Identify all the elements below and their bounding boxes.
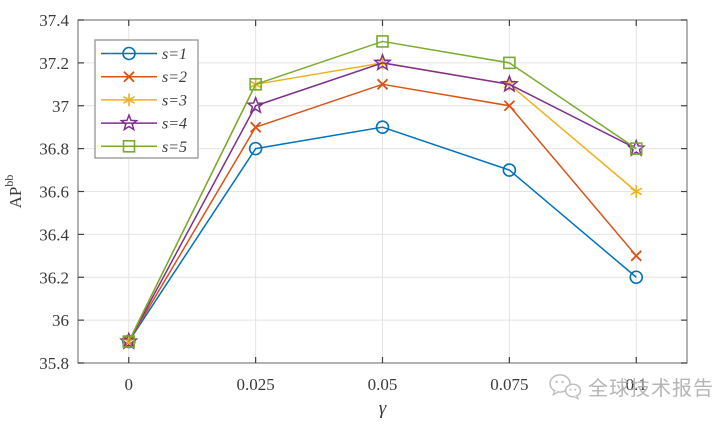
x-tick-label: 0.1 [626,375,647,394]
y-axis-label: APbb [2,175,25,209]
series-marker-square [122,335,136,348]
y-tick-label: 37.4 [39,11,69,30]
y-tick-label: 35.8 [39,354,69,373]
legend-entry-s=2: s=2 [101,69,187,86]
series-marker-circle [248,141,263,156]
series-marker-x [249,121,262,133]
x-tick-label: 0.075 [490,375,528,394]
legend-entry-s=1: s=1 [101,46,187,63]
legend-box [94,39,199,159]
series-line-s=5 [128,40,637,342]
legend-label: s=3 [162,92,187,109]
series-line-s=1 [128,126,637,342]
series-marker-x [376,78,389,90]
y-tick-label: 36.4 [39,225,69,244]
legend-label: s=2 [162,69,187,86]
y-tick-label: 36.8 [39,140,69,159]
series-marker-asterisk [630,185,643,198]
x-tick-label: 0 [125,375,134,394]
series-marker-circle [375,120,390,134]
legend: s=1 s=2 s=3 s=4 s=5 [94,39,199,159]
legend-entry-s=5: s=5 [101,139,187,156]
series-marker-x [123,71,135,83]
series-marker-circle [122,46,136,61]
series-line-s=4 [128,62,637,342]
legend-label: s=4 [162,116,187,133]
y-tick-label: 37 [52,97,70,116]
series-marker-pentagram [119,112,139,132]
series-marker-pentagram [372,52,393,72]
series-marker-pentagram [246,95,266,114]
series-marker-asterisk [123,93,135,107]
series-marker-square [122,140,136,153]
y-tick-label: 36.6 [39,183,69,202]
series-marker-x [503,100,516,112]
series-marker-circle [629,270,644,285]
series-marker-square [376,35,389,48]
legend-entry-s=3: s=3 [101,92,187,109]
y-tick-label: 36 [52,311,69,330]
series-marker-circle [502,163,517,177]
series-marker-square [629,142,643,155]
y-tick-label: 36.2 [39,268,69,287]
x-tick-label: 0.025 [237,375,275,394]
series-marker-pentagram [499,74,519,93]
legend-label: s=1 [162,46,187,63]
legend-entry-s=4: s=4 [101,112,187,133]
series-marker-square [503,56,516,70]
y-tick-label: 37.2 [39,54,69,73]
x-axis-label: γ [379,398,387,419]
x-tick-label: 0.05 [368,375,398,394]
legend-label: s=5 [162,139,187,156]
series-marker-x [630,250,642,262]
series-marker-square [249,78,262,91]
